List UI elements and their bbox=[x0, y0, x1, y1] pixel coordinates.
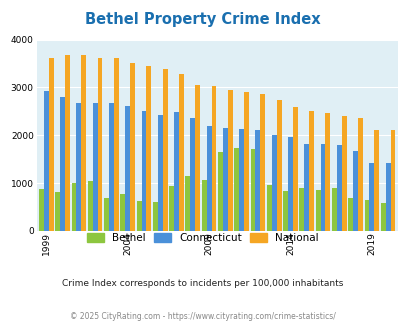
Bar bbox=[125, 106, 130, 231]
Bar bbox=[331, 188, 336, 231]
Bar bbox=[217, 152, 222, 231]
Bar bbox=[234, 148, 239, 231]
Bar bbox=[298, 188, 303, 231]
Bar bbox=[227, 90, 232, 231]
Bar bbox=[44, 91, 49, 231]
Bar bbox=[195, 85, 200, 231]
Bar bbox=[250, 149, 255, 231]
Bar bbox=[113, 58, 118, 231]
Bar bbox=[136, 201, 141, 231]
Bar bbox=[315, 190, 320, 231]
Bar bbox=[169, 186, 174, 231]
Bar bbox=[97, 58, 102, 231]
Bar bbox=[49, 58, 53, 231]
Bar bbox=[320, 145, 325, 231]
Bar bbox=[373, 130, 378, 231]
Bar bbox=[201, 180, 206, 231]
Bar bbox=[141, 111, 146, 231]
Bar bbox=[179, 74, 183, 231]
Bar bbox=[255, 130, 260, 231]
Bar bbox=[60, 97, 65, 231]
Bar bbox=[153, 202, 158, 231]
Bar bbox=[130, 63, 135, 231]
Bar bbox=[87, 181, 92, 231]
Bar bbox=[65, 55, 70, 231]
Bar bbox=[185, 177, 190, 231]
Bar bbox=[109, 103, 113, 231]
Bar bbox=[347, 197, 352, 231]
Bar bbox=[385, 163, 390, 231]
Bar bbox=[162, 69, 167, 231]
Text: © 2025 CityRating.com - https://www.cityrating.com/crime-statistics/: © 2025 CityRating.com - https://www.city… bbox=[70, 312, 335, 321]
Bar bbox=[243, 92, 248, 231]
Bar bbox=[282, 191, 287, 231]
Bar bbox=[266, 185, 271, 231]
Bar bbox=[211, 86, 216, 231]
Bar bbox=[39, 189, 44, 231]
Bar bbox=[55, 192, 60, 231]
Bar bbox=[260, 94, 264, 231]
Bar bbox=[364, 200, 369, 231]
Bar bbox=[390, 130, 394, 231]
Bar bbox=[81, 55, 86, 231]
Bar bbox=[76, 103, 81, 231]
Bar bbox=[206, 126, 211, 231]
Bar bbox=[120, 194, 125, 231]
Bar bbox=[325, 113, 330, 231]
Bar bbox=[341, 116, 346, 231]
Bar bbox=[190, 118, 195, 231]
Bar bbox=[292, 107, 297, 231]
Legend: Bethel, Connecticut, National: Bethel, Connecticut, National bbox=[83, 229, 322, 247]
Bar bbox=[336, 145, 341, 231]
Bar bbox=[239, 129, 243, 231]
Bar bbox=[158, 115, 162, 231]
Bar bbox=[92, 103, 97, 231]
Bar bbox=[380, 203, 385, 231]
Bar bbox=[357, 118, 362, 231]
Bar bbox=[104, 198, 109, 231]
Bar bbox=[309, 111, 313, 231]
Text: Bethel Property Crime Index: Bethel Property Crime Index bbox=[85, 12, 320, 26]
Bar bbox=[369, 163, 373, 231]
Bar bbox=[271, 135, 276, 231]
Bar bbox=[146, 66, 151, 231]
Bar bbox=[222, 128, 227, 231]
Bar bbox=[303, 144, 309, 231]
Bar bbox=[287, 137, 292, 231]
Bar bbox=[71, 183, 76, 231]
Bar bbox=[276, 100, 281, 231]
Text: Crime Index corresponds to incidents per 100,000 inhabitants: Crime Index corresponds to incidents per… bbox=[62, 279, 343, 288]
Bar bbox=[174, 112, 179, 231]
Bar bbox=[352, 150, 357, 231]
